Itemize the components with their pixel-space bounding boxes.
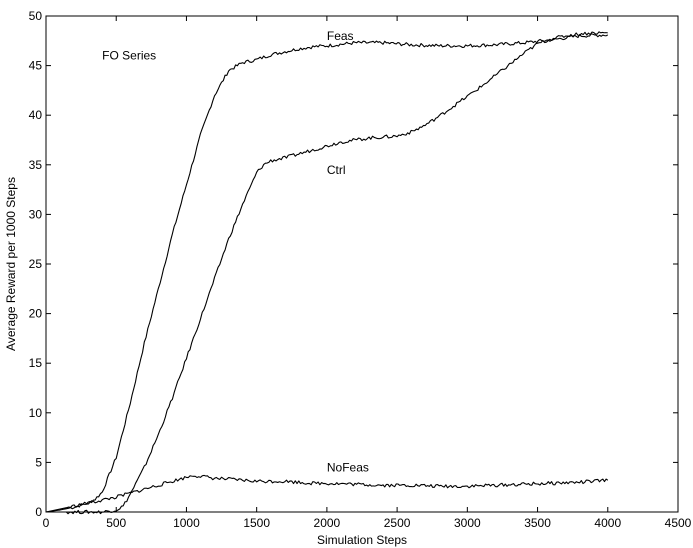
y-tick-label: 15 (29, 356, 43, 370)
x-tick-label: 4500 (665, 516, 692, 530)
x-tick-label: 3500 (524, 516, 551, 530)
y-tick-label: 5 (35, 455, 42, 469)
x-tick-label: 3000 (454, 516, 481, 530)
x-tick-label: 2500 (384, 516, 411, 530)
y-axis-title: Average Reward per 1000 Steps (4, 177, 18, 351)
x-tick-label: 0 (43, 516, 50, 530)
y-tick-label: 10 (29, 406, 43, 420)
y-tick-label: 25 (29, 257, 43, 271)
annotation-label: Feas (327, 29, 354, 43)
x-tick-label: 1000 (173, 516, 200, 530)
y-tick-label: 50 (29, 9, 43, 23)
y-tick-label: 20 (29, 307, 43, 321)
y-tick-label: 35 (29, 158, 43, 172)
annotation-label: NoFeas (327, 460, 369, 474)
ticks-layer: 0 500 1000 1500 2000 2500 3000 3500 4000 4500 0 5 10… (29, 9, 692, 530)
series-layer (45, 31, 609, 515)
x-tick-label: 1500 (243, 516, 270, 530)
y-tick-label: 30 (29, 207, 43, 221)
plot-frame (45, 15, 679, 513)
y-tick-label: 45 (29, 59, 43, 73)
y-tick-label: 40 (29, 108, 43, 122)
annotation-layer: FO Series Feas Ctrl NoFeas (102, 29, 369, 475)
x-tick-label: 2000 (314, 516, 341, 530)
series-line-ctrl (46, 31, 608, 515)
y-tick-label: 0 (35, 505, 42, 519)
series-line-feas (45, 33, 609, 513)
x-tick-label: 4000 (594, 516, 621, 530)
x-tick-label: 500 (106, 516, 126, 530)
x-axis-title: Simulation Steps (317, 533, 407, 547)
annotation-label: FO Series (102, 49, 156, 63)
series-line-nofeas (45, 474, 609, 513)
annotation-label: Ctrl (327, 163, 346, 177)
